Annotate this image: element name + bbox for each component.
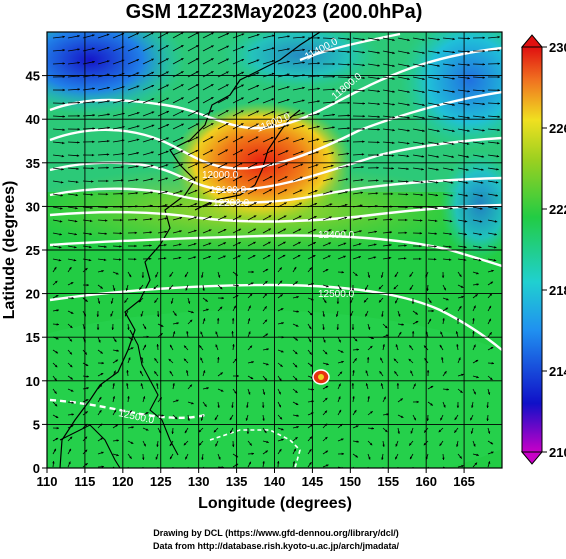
- x-axis-label: Longitude (degrees): [198, 495, 352, 512]
- x-tick-label: 125: [150, 474, 172, 489]
- x-tick-label: 150: [339, 474, 361, 489]
- x-axis-ticks: 110 115 120 125 130 135 140 145 150 155 160 165: [37, 468, 475, 489]
- plot-area: 11400.0 11600.0 11800.0 12000.0 12100.0 …: [0, 5, 550, 490]
- colorbar-label: 218: [549, 283, 566, 298]
- typhoon-eye: [318, 374, 324, 380]
- y-tick-label: 20: [26, 287, 40, 302]
- contour-label: 12100.0: [210, 185, 247, 196]
- wind-vector-head: [205, 469, 208, 471]
- wind-vector-head: [156, 471, 158, 473]
- wind-vector-head: [429, 469, 431, 472]
- y-tick-label: 0: [33, 461, 40, 476]
- wind-vector-head: [188, 470, 190, 473]
- y-tick-label: 5: [33, 417, 40, 432]
- colorbar-body: [522, 47, 542, 452]
- wind-vector-head: [412, 471, 414, 473]
- y-tick-label: 40: [26, 112, 40, 127]
- colorbar-ticks: 230 226 222 218 214 210: [542, 40, 566, 460]
- y-tick-label: 30: [26, 199, 40, 214]
- wind-vector-head: [368, 470, 370, 472]
- credit-line-1: Drawing by DCL (https://www.gfd-dennou.o…: [153, 528, 399, 538]
- y-tick-label: 45: [26, 69, 40, 84]
- x-tick-label: 165: [453, 474, 475, 489]
- typhoon-marker: [313, 370, 329, 384]
- x-tick-label: 145: [302, 474, 324, 489]
- y-axis-ticks: 0 5 10 15 20 25 30 35 40 45: [26, 69, 47, 476]
- x-tick-label: 155: [377, 474, 399, 489]
- wind-vector-head: [128, 470, 130, 473]
- wind-vector-head: [396, 471, 398, 473]
- colorbar-label: 214: [549, 364, 566, 379]
- colorbar-bottom-arrow: [522, 452, 542, 464]
- wind-vector-head: [354, 469, 356, 472]
- x-tick-label: 120: [112, 474, 134, 489]
- y-tick-label: 15: [26, 330, 40, 345]
- chart-title: GSM 12Z23May2023 (200.0hPa): [126, 1, 423, 23]
- field-low-ne: [400, 10, 540, 150]
- wind-vector-head: [172, 471, 174, 473]
- y-tick-label: 35: [26, 156, 40, 171]
- colorbar-label: 222: [549, 202, 566, 217]
- x-tick-label: 130: [188, 474, 210, 489]
- colorbar: 230 226 222 218 214 210: [522, 35, 566, 464]
- y-tick-label: 10: [26, 374, 40, 389]
- wind-vector-head: [381, 471, 383, 473]
- wind-vector-head: [142, 471, 144, 473]
- contour-label: 12500.0: [318, 289, 355, 300]
- credit-line-2: Data from http://database.rish.kyoto-u.a…: [153, 541, 400, 551]
- contour-label: 12200.0: [213, 198, 250, 209]
- colorbar-top-arrow: [522, 35, 542, 47]
- colorbar-label: 226: [549, 121, 566, 136]
- y-axis-label: Latitude (degrees): [1, 181, 18, 320]
- x-tick-label: 140: [264, 474, 286, 489]
- colorbar-label: 210: [549, 445, 566, 460]
- contour-label: 12000.0: [202, 170, 239, 181]
- x-tick-label: 160: [415, 474, 437, 489]
- contour-label: 12400.0: [318, 230, 355, 241]
- x-tick-label: 135: [226, 474, 248, 489]
- x-tick-label: 110: [37, 474, 58, 489]
- colorbar-label: 230: [549, 40, 566, 55]
- y-tick-label: 25: [26, 243, 40, 258]
- x-tick-label: 115: [74, 474, 95, 489]
